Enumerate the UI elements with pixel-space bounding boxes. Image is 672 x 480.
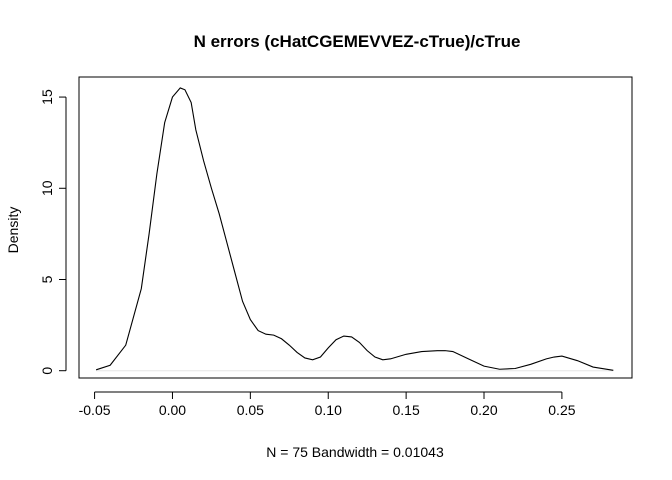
x-axis: -0.05 0.00 0.05 0.10 0.15 0.20 0.25 — [79, 391, 576, 418]
x-tick-label: 0.20 — [470, 402, 497, 418]
y-tick-label: 15 — [39, 89, 55, 105]
y-axis: 0 5 10 15 — [39, 89, 67, 375]
chart-title: N errors (cHatCGEMEVVEZ-cTrue)/cTrue — [194, 32, 521, 51]
x-tick-label: 0.05 — [237, 402, 264, 418]
y-tick-label: 5 — [39, 275, 55, 283]
x-tick-label: 0.15 — [393, 402, 420, 418]
y-tick-label: 0 — [39, 367, 55, 375]
x-axis-label: N = 75 Bandwidth = 0.01043 — [266, 444, 444, 460]
y-axis-label: Density — [5, 207, 21, 254]
x-tick-label: 0.00 — [159, 402, 186, 418]
density-curve — [95, 87, 614, 371]
y-tick-label: 10 — [39, 180, 55, 196]
x-tick-label: 0.10 — [315, 402, 342, 418]
plot-box — [78, 76, 633, 379]
x-tick-label: -0.05 — [79, 402, 111, 418]
x-tick-label: 0.25 — [548, 402, 575, 418]
